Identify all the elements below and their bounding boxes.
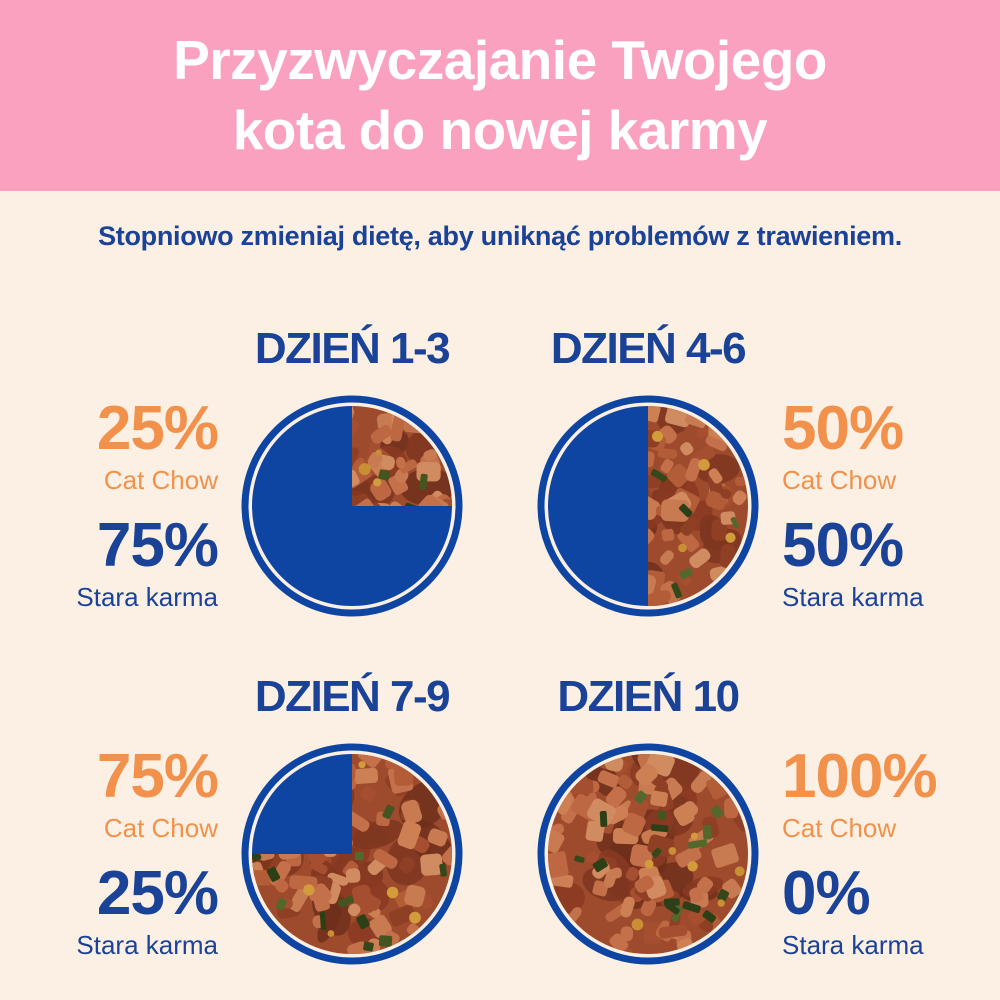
old-food-slice [252, 406, 452, 606]
cat-chow-percent: 25% [96, 394, 219, 464]
charts-grid: 25% Cat Chow 75% Stara karma DZIEŃ 1-3 D… [0, 324, 1000, 972]
pie-block: DZIEŃ 7-9 [234, 672, 470, 972]
chart-day-7-9: 75% Cat Chow 25% Stara karma DZIEŃ 7-9 [30, 672, 500, 972]
old-food-label: Stara karma [76, 582, 218, 612]
cat-chow-label: Cat Chow [103, 813, 218, 844]
pie-ring [241, 395, 463, 617]
page-title-line2: kota do nowej karmy [232, 98, 768, 161]
pie-ring [537, 743, 759, 965]
cat-chow-label: Cat Chow [782, 465, 897, 496]
food-photo-texture [548, 754, 748, 954]
pie-chart-day-10 [530, 736, 766, 972]
pie-chart-day-1-3 [234, 388, 470, 624]
cat-chow-slice [548, 754, 748, 954]
cat-chow-label: Cat Chow [103, 465, 218, 496]
food-photo-texture [648, 406, 748, 606]
pie-chart [241, 395, 463, 617]
pie-chart-day-4-6 [530, 388, 766, 624]
old-food-percent: 0% [782, 859, 871, 928]
old-food-percent: 75% [96, 511, 219, 580]
chart-title: DZIEŃ 10 [557, 672, 740, 721]
chart-day-10: DZIEŃ 10 100% Cat Chow 0% Stara karma [500, 672, 970, 972]
chart-day-7-9-labels: 75% Cat Chow 25% Stara karma [60, 742, 219, 960]
chart-title: DZIEŃ 1-3 [254, 324, 451, 373]
old-food-slice [252, 754, 352, 854]
page-title: Przyzwyczajanie Twojego kota do nowej kar… [173, 26, 827, 166]
cat-chow-percent: 50% [782, 394, 904, 464]
old-food-percent: 25% [96, 859, 219, 928]
cat-chow-percent: 75% [96, 742, 219, 812]
pie-chart [241, 743, 463, 965]
old-food-label: Stara karma [76, 930, 218, 960]
subtitle: Stopniowo zmieniaj dietę, aby uniknąć pr… [98, 221, 902, 251]
chart-title: DZIEŃ 4-6 [550, 324, 747, 373]
page-title-line1: Przyzwyczajanie Twojego [173, 28, 827, 91]
cat-chow-label: Cat Chow [782, 813, 897, 844]
pie-ring [241, 743, 463, 965]
pie-block: DZIEŃ 4-6 [530, 324, 766, 624]
chart-day-10-labels: 100% Cat Chow 0% Stara karma [782, 746, 940, 959]
old-food-label: Stara karma [782, 582, 924, 612]
pie-chart [537, 395, 759, 617]
chart-day-1-3: 25% Cat Chow 75% Stara karma DZIEŃ 1-3 [30, 324, 500, 624]
pie-chart-day-7-9 [234, 736, 470, 972]
chart-day-4-6: DZIEŃ 4-6 50% Cat Chow 50% Stara karma [500, 324, 970, 624]
pie-block: DZIEŃ 1-3 [234, 324, 470, 624]
pie-block: DZIEŃ 10 [530, 672, 766, 972]
chart-day-1-3-labels: 25% Cat Chow 75% Stara karma [60, 394, 219, 612]
cat-chow-percent: 100% [782, 742, 938, 812]
chart-day-4-6-labels: 50% Cat Chow 50% Stara karma [782, 398, 940, 611]
old-food-slice [548, 406, 648, 606]
pie-chart [537, 743, 759, 965]
pie-ring [537, 395, 759, 617]
old-food-percent: 50% [782, 511, 904, 580]
header-banner: Przyzwyczajanie Twojego kota do nowej kar… [0, 0, 1000, 191]
chart-title: DZIEŃ 7-9 [254, 672, 451, 721]
old-food-label: Stara karma [782, 930, 924, 960]
cat-chow-slice [648, 406, 748, 606]
